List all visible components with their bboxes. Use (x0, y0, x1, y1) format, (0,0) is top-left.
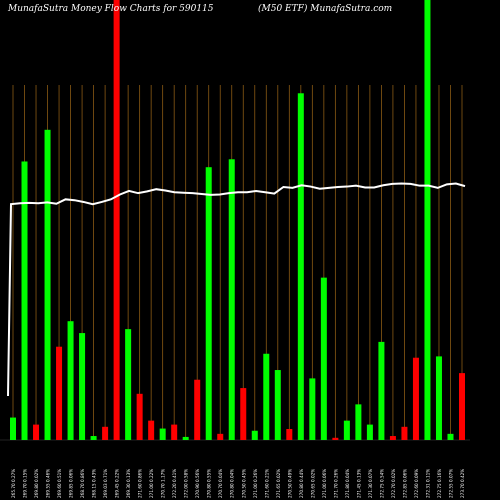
x-tick-label: 271.80 0.04% (345, 469, 350, 498)
money-flow-bar (401, 426, 408, 440)
x-tick-label: 265.70 0.27% (11, 469, 16, 498)
x-tick-label: 270.80 0.04% (230, 469, 235, 498)
x-tick-label: 272.70 0.02% (391, 469, 396, 498)
money-flow-bar (33, 424, 40, 440)
money-flow-bar (56, 346, 63, 440)
money-flow-bar (378, 341, 385, 440)
x-tick-label: 272.60 0.09% (414, 469, 419, 498)
money-flow-bar (217, 433, 224, 440)
money-flow-bar (67, 321, 74, 440)
money-flow-bar (228, 159, 235, 440)
x-tick-label: 272.00 0.58% (184, 469, 189, 498)
money-flow-bar (274, 370, 281, 440)
money-flow-bar (320, 277, 327, 440)
money-flow-bar (136, 393, 143, 440)
money-flow-bar (389, 436, 396, 440)
x-tick-label: 270.80 0.55% (207, 469, 212, 498)
x-tick-label: 272.75 0.54% (379, 469, 384, 498)
x-tick-label: 271.60 0.86% (138, 469, 143, 498)
x-tick-label: 269.55 0.46% (46, 469, 51, 498)
x-tick-labels: 265.70 0.27% 269.70 0.15% 269.80 0.02% 269.… (11, 469, 465, 498)
x-tick-label: 269.45 0.22% (115, 469, 120, 498)
money-flow-bar (286, 429, 293, 440)
x-tick-label: 271.65 0.02% (276, 469, 281, 498)
x-tick-label: 271.30 0.07% (368, 469, 373, 498)
x-tick-label: 271.00 0.06% (322, 469, 327, 498)
chart-title-source: (M50 ETF) MunafaSutra.com (258, 4, 393, 14)
money-flow-bar (263, 353, 270, 440)
money-flow-bar (205, 167, 212, 440)
x-tick-label: 272.55 0.07% (448, 469, 453, 498)
x-tick-label: 268.15 0.43% (92, 469, 97, 498)
money-flow-bar (251, 430, 258, 440)
x-tick-label: 269.60 0.51% (57, 469, 62, 498)
x-tick-label: 270.80 0.44% (299, 469, 304, 498)
x-tick-label: 270.90 0.56% (195, 469, 200, 498)
x-tick-label: 270.70 0.04% (218, 469, 223, 498)
money-flow-bar (182, 436, 189, 440)
x-tick-label: 273.70 0.42% (460, 469, 465, 498)
x-tick-label: 268.70 0.86% (80, 469, 85, 498)
x-tick-label: 269.70 0.15% (23, 469, 28, 498)
money-flow-bar (148, 420, 155, 440)
money-flow-bar (447, 433, 454, 440)
x-tick-label: 270.70 1.17% (161, 469, 166, 498)
money-flow-bar (113, 0, 120, 440)
money-flow-bar (435, 356, 442, 440)
x-tick-label: 270.50 0.45% (241, 469, 246, 498)
chart-title: MunafaSutra Money Flow Charts for 590115 (8, 4, 214, 14)
money-flow-bar (21, 161, 28, 441)
money-flow-bar (355, 404, 362, 440)
x-tick-label: 272.31 0.11% (425, 469, 430, 498)
money-flow-bar (343, 420, 350, 440)
money-flow-bar (125, 329, 132, 440)
money-flow-bar (171, 424, 178, 440)
x-tick-label: 269.03 0.71% (103, 469, 108, 498)
x-tick-label: 271.70 0.26% (333, 469, 338, 498)
money-flow-bar (424, 0, 431, 440)
bars (10, 0, 465, 441)
x-tick-label: 269.85 0.06% (69, 469, 74, 498)
x-tick-label: 272.75 0.16% (437, 469, 442, 498)
money-flow-bar (309, 378, 316, 440)
x-tick-label: 271.45 0.13% (356, 469, 361, 498)
x-tick-label: 272.20 0.41% (172, 469, 177, 498)
money-flow-line-path (7, 182, 466, 397)
money-flow-line (7, 182, 466, 397)
money-flow-bar (332, 437, 339, 440)
money-flow-bar (44, 129, 51, 441)
x-tick-label: 271.00 0.22% (149, 469, 154, 498)
money-flow-bar (194, 379, 201, 440)
money-flow-bar (102, 426, 109, 440)
money-flow-bar (240, 388, 247, 440)
money-flow-bar (10, 417, 16, 440)
money-flow-bar (412, 357, 419, 440)
money-flow-bar (459, 373, 465, 440)
money-flow-bar (297, 93, 304, 440)
x-tick-label: 269.30 0.13% (126, 469, 131, 498)
money-flow-bar (366, 424, 373, 440)
money-flow-bar (159, 428, 166, 440)
money-flow-bar (79, 333, 86, 440)
x-tick-label: 271.60 0.21% (264, 469, 269, 498)
x-tick-label: 270.50 0.49% (287, 469, 292, 498)
money-flow-bar (90, 436, 97, 440)
x-tick-label: 270.65 0.02% (310, 469, 315, 498)
x-tick-label: 271.00 0.26% (253, 469, 258, 498)
x-tick-label: 272.85 0.06% (402, 469, 407, 498)
x-tick-label: 269.80 0.02% (34, 469, 39, 498)
